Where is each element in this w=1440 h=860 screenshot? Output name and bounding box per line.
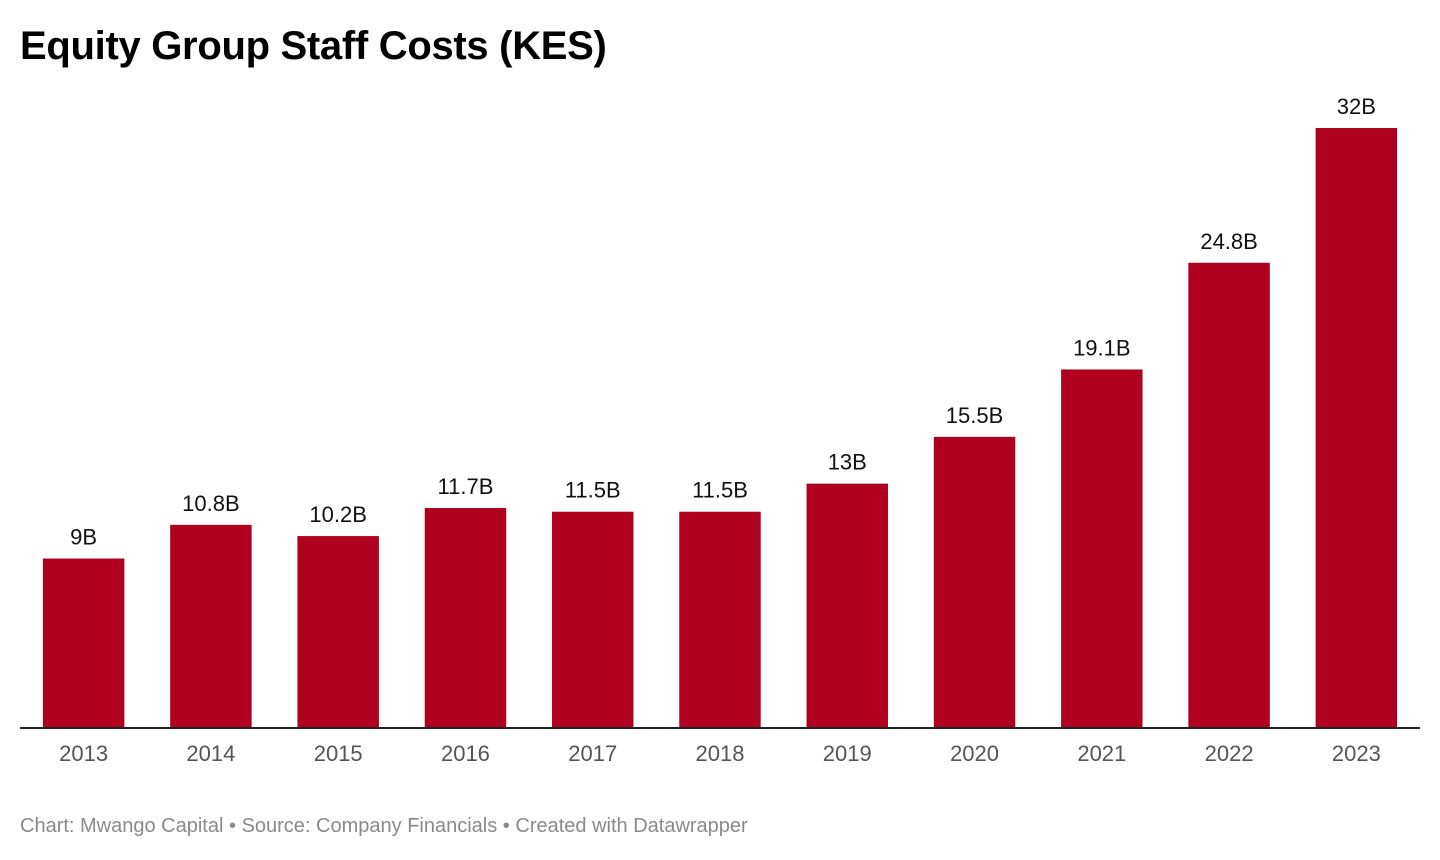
value-label-2014: 10.8B xyxy=(182,491,240,516)
value-label-2015: 10.2B xyxy=(309,502,367,527)
bar-2020 xyxy=(933,436,1016,727)
x-tick-labels-group: 2013 2014 2015 2016 2017 2018 2019 2020 2021 2022… xyxy=(59,741,1381,766)
footer-source: Source: Company Financials xyxy=(241,815,498,837)
footer-chart-credit: Chart: Mwango Capital xyxy=(20,815,224,837)
value-label-2022: 24.8B xyxy=(1200,229,1258,254)
value-label-2020: 15.5B xyxy=(946,403,1004,428)
footer-separator: • xyxy=(497,815,516,837)
x-tick-label-2016: 2016 xyxy=(441,741,490,766)
bars-group xyxy=(42,128,1398,727)
x-tick-label-2021: 2021 xyxy=(1077,741,1126,766)
footer-separator: • xyxy=(223,815,242,837)
bar-2013 xyxy=(42,558,125,727)
bar-2017 xyxy=(552,511,634,727)
x-tick-label-2017: 2017 xyxy=(568,741,617,766)
value-label-2018: 11.5B xyxy=(692,478,748,503)
value-label-2019: 13B xyxy=(828,450,867,475)
footer-created-with: Created with Datawrapper xyxy=(515,815,748,837)
x-tick-label-2022: 2022 xyxy=(1205,741,1254,766)
bar-2021 xyxy=(1061,369,1143,727)
bar-2019 xyxy=(806,483,888,727)
value-label-2017: 11.5B xyxy=(565,478,621,503)
bar-2015 xyxy=(297,536,379,727)
x-tick-label-2019: 2019 xyxy=(823,741,872,766)
bar-2016 xyxy=(424,507,507,727)
x-tick-label-2018: 2018 xyxy=(696,741,745,766)
bar-2022 xyxy=(1188,262,1270,727)
x-tick-label-2020: 2020 xyxy=(950,741,999,766)
x-tick-label-2023: 2023 xyxy=(1332,741,1381,766)
x-tick-label-2014: 2014 xyxy=(186,741,235,766)
value-labels-group: 9B 10.8B 10.2B 11.7B 11.5B 11.5B 13B 15.5B 19.1B… xyxy=(70,94,1376,550)
chart-title: Equity Group Staff Costs (KES) xyxy=(20,24,607,68)
bar-2023 xyxy=(1315,128,1398,727)
value-label-2021: 19.1B xyxy=(1073,335,1131,360)
value-label-2016: 11.7B xyxy=(438,474,494,499)
bar-chart: 9B 10.8B 10.2B 11.7B 11.5B 11.5B 13B 15.5B 19.1B… xyxy=(20,94,1420,766)
bar-2014 xyxy=(170,524,252,727)
x-tick-label-2013: 2013 xyxy=(59,741,108,766)
value-label-2023: 32B xyxy=(1337,94,1376,119)
value-label-2013: 9B xyxy=(70,525,97,550)
chart-footer: Chart: Mwango Capital • Source: Company … xyxy=(20,812,748,840)
x-tick-label-2015: 2015 xyxy=(314,741,363,766)
bar-2018 xyxy=(679,511,761,727)
